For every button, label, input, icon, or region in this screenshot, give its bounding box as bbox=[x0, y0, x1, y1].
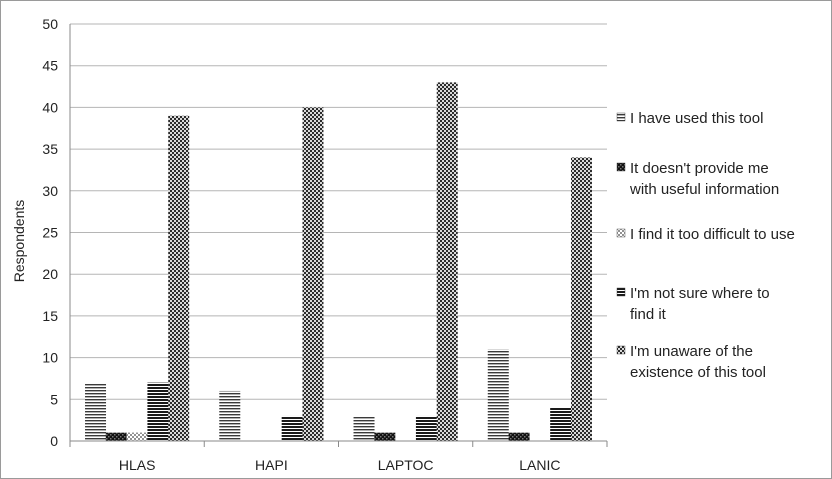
legend-label: I'm unaware of the bbox=[630, 343, 753, 360]
y-axis-title: Respondents bbox=[11, 200, 27, 283]
legend-label: find it bbox=[630, 306, 667, 323]
y-tick-label: 10 bbox=[42, 350, 58, 366]
bar-laptoc-series-5 bbox=[436, 82, 458, 441]
legend-swatch bbox=[616, 287, 626, 297]
legend-label: It doesn't provide me bbox=[630, 160, 769, 177]
y-tick-label: 0 bbox=[50, 433, 58, 449]
y-tick-label: 15 bbox=[42, 308, 58, 324]
axes bbox=[69, 24, 608, 447]
legend-swatch bbox=[616, 345, 626, 355]
legend-label: with useful information bbox=[629, 181, 779, 198]
bar-hlas-series-4 bbox=[147, 382, 169, 441]
y-tick-label: 50 bbox=[42, 16, 58, 32]
y-tick-label: 25 bbox=[42, 225, 58, 241]
bar-laptoc-series-2 bbox=[374, 432, 396, 441]
bar-lanic-series-5 bbox=[570, 157, 592, 441]
y-tick-label: 35 bbox=[42, 141, 58, 157]
legend-swatch bbox=[616, 228, 626, 238]
bar-hapi-series-1 bbox=[219, 390, 241, 441]
legend-label: existence of this tool bbox=[630, 364, 766, 381]
bars-group bbox=[85, 82, 592, 442]
y-tick-label: 20 bbox=[42, 266, 58, 282]
y-tick-label: 30 bbox=[42, 183, 58, 199]
y-tick-label: 45 bbox=[42, 58, 58, 74]
legend-swatch bbox=[616, 162, 626, 172]
x-tick-label: LANIC bbox=[519, 457, 560, 473]
bar-hlas-series-5 bbox=[168, 115, 190, 442]
bar-hlas-series-3 bbox=[126, 432, 148, 441]
bar-hlas-series-1 bbox=[85, 382, 107, 441]
bar-laptoc-series-1 bbox=[353, 415, 375, 441]
x-tick-label: LAPTOC bbox=[378, 457, 434, 473]
bar-lanic-series-2 bbox=[508, 432, 530, 441]
bar-lanic-series-1 bbox=[487, 349, 509, 441]
y-tick-label: 5 bbox=[50, 391, 58, 407]
bar-lanic-series-4 bbox=[550, 407, 572, 441]
legend-label: I have used this tool bbox=[630, 110, 763, 127]
legend-label: I'm not sure where to bbox=[630, 285, 770, 302]
x-tick-label: HLAS bbox=[119, 457, 156, 473]
legend: I have used this tool It doesn't provide … bbox=[616, 110, 795, 381]
bar-hapi-series-4 bbox=[281, 415, 303, 441]
y-tick-labels: 0 5 10 15 20 25 30 35 40 45 50 bbox=[42, 16, 58, 449]
legend-label: I find it too difficult to use bbox=[630, 226, 795, 243]
bar-laptoc-series-4 bbox=[415, 415, 437, 441]
bar-hapi-series-5 bbox=[302, 107, 324, 442]
legend-swatch bbox=[616, 112, 626, 122]
y-tick-label: 40 bbox=[42, 99, 58, 115]
bar-hlas-series-2 bbox=[105, 432, 127, 441]
x-tick-labels: HLAS HAPI LAPTOC LANIC bbox=[119, 457, 561, 473]
x-tick-label: HAPI bbox=[255, 457, 288, 473]
